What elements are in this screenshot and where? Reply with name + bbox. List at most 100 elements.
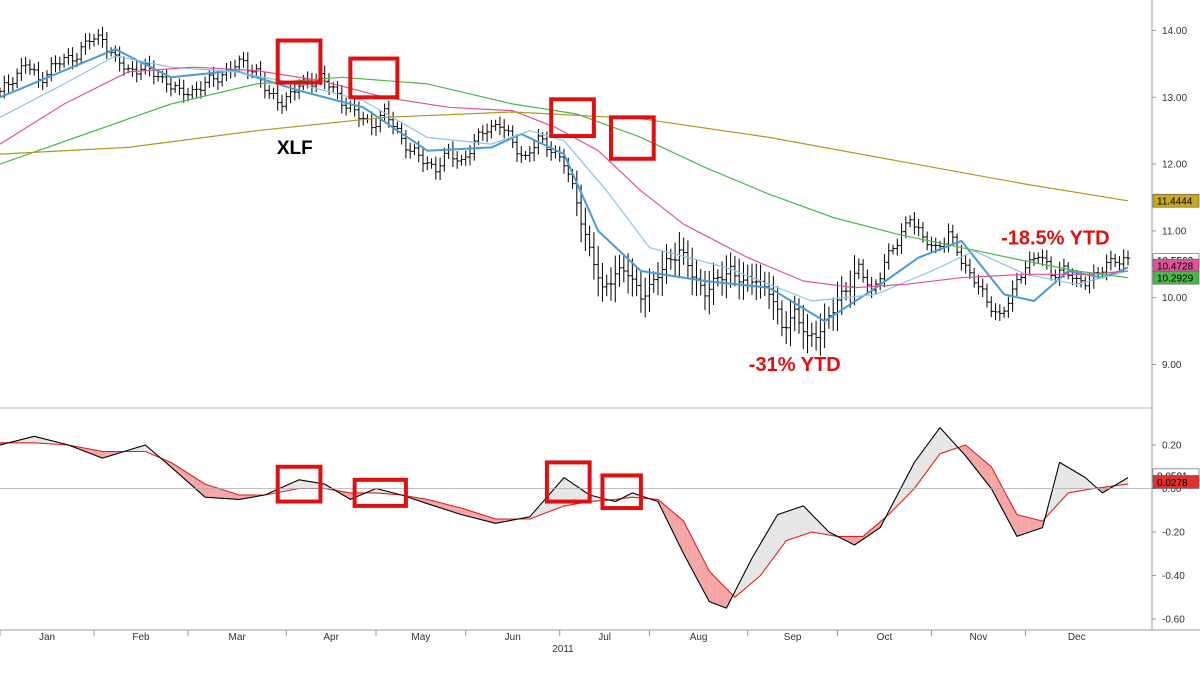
price-bar: [527, 146, 532, 163]
price-bar: [638, 271, 643, 313]
price-bar: [0, 87, 2, 98]
price-bar: [412, 144, 417, 156]
indicator-fill-segment: [734, 583, 740, 598]
price-bar: [908, 215, 913, 228]
price-bar: [335, 80, 340, 100]
price-bar: [374, 118, 378, 136]
x-tick-label: Mar: [229, 632, 247, 643]
price-bar: [891, 244, 895, 255]
indicator-fill-segment: [1063, 464, 1069, 498]
price-bar: [27, 59, 32, 75]
price-bar: [895, 238, 900, 256]
x-tick-label: Apr: [323, 632, 339, 643]
price-bar: [489, 119, 494, 139]
price-highlight-boxes: [275, 38, 656, 161]
price-bar: [463, 150, 468, 166]
indicator-fill-segment: [1081, 475, 1086, 491]
price-bar: [438, 157, 443, 181]
price-bar: [818, 313, 823, 356]
indicator-y-tick-label: -0.20: [1162, 528, 1185, 539]
chart-annotation: XLF: [277, 138, 313, 159]
price-bar: [139, 63, 143, 80]
indicator-fill-segment: [299, 479, 304, 489]
price-bar: [583, 207, 588, 251]
indicator-fill-segment: [807, 510, 812, 534]
price-bar: [10, 76, 15, 91]
price-bar: [421, 146, 425, 172]
price-bar: [215, 70, 220, 90]
indicator-fill-segment: [897, 486, 902, 506]
indicator-fill-segment: [867, 529, 872, 537]
x-tick-label: Feb: [132, 632, 150, 643]
price-bar: [275, 85, 280, 111]
indicator-fill-segment: [1029, 517, 1034, 532]
price-bar: [344, 97, 349, 116]
price-bar: [198, 81, 203, 99]
indicator-fill-segment: [213, 486, 218, 499]
price-bar: [485, 123, 490, 143]
last-value-tag: 0.0278: [1152, 475, 1200, 489]
indicator-fill-segment: [29, 436, 35, 443]
price-bar: [241, 51, 246, 68]
indicator-fill-segment: [1021, 515, 1026, 535]
last-value-tag-text: 0.0278: [1157, 478, 1188, 489]
price-y-tick-label: 14.00: [1162, 26, 1187, 37]
indicator-fill-segment: [846, 536, 851, 543]
indicator-fill-segment: [324, 484, 329, 490]
price-bar: [476, 128, 481, 145]
indicator-fill-segment: [1004, 490, 1009, 521]
last-value-tag-text: 10.4728: [1157, 262, 1194, 273]
moving-average-line: [0, 55, 1129, 302]
indicator-fill-segment: [1008, 498, 1013, 529]
price-bar: [49, 57, 54, 82]
price-bar: [1117, 256, 1122, 271]
indicator-last-value-tags: 0.05810.0278: [1152, 468, 1200, 489]
price-bar: [613, 255, 618, 303]
indicator-fill-segment: [871, 525, 876, 534]
price-bar: [23, 56, 28, 74]
price-bar: [797, 298, 801, 334]
highlight-box: [549, 97, 596, 139]
price-bar: [292, 83, 297, 101]
price-bar: [1113, 253, 1118, 268]
x-tick-label: May: [411, 632, 430, 643]
price-bar: [668, 248, 673, 270]
indicator-fill-segment: [687, 529, 693, 570]
indicator-fill-segment: [717, 579, 723, 607]
price-bar: [1006, 296, 1011, 318]
indicator-fill-segment: [978, 455, 983, 478]
price-bar: [664, 244, 669, 284]
price-annotations: XLF -31% YTD -18.5% YTD: [277, 138, 1110, 376]
indicator-fill-segment: [346, 492, 351, 500]
indicator-fill-segment: [226, 490, 231, 499]
indicator-fill-segment: [1038, 520, 1043, 530]
x-tick-label: Dec: [1068, 632, 1086, 643]
indicator-fill-segment: [341, 491, 347, 497]
indicator-fill-segment: [709, 571, 714, 604]
price-bar: [617, 254, 622, 287]
indicator-fill-segment: [311, 481, 317, 489]
price-bar: [809, 322, 814, 347]
price-bar: [1036, 252, 1041, 264]
indicator-fill-segment: [679, 517, 684, 554]
price-bar: [1032, 252, 1036, 266]
indicator-fill-segment: [901, 478, 906, 502]
signal-line: [0, 442, 1129, 598]
indicator-highlight-boxes: [275, 460, 643, 511]
indicator-fill-segment: [1051, 478, 1056, 512]
price-bar: [856, 258, 861, 280]
price-bar: [861, 258, 866, 283]
price-bar: [792, 295, 797, 332]
price-bar: [190, 85, 195, 100]
price-bar: [989, 296, 994, 318]
price-bar: [523, 151, 528, 160]
indicator-fill-segment: [34, 436, 39, 444]
price-bar: [630, 258, 635, 297]
price-bar: [497, 116, 502, 136]
indicator-fill-segment: [1076, 472, 1081, 492]
price-bar: [194, 81, 199, 98]
price-bar: [779, 300, 784, 337]
price-bar: [1083, 276, 1088, 291]
price-bar: [378, 109, 383, 133]
price-bar: [993, 303, 998, 321]
